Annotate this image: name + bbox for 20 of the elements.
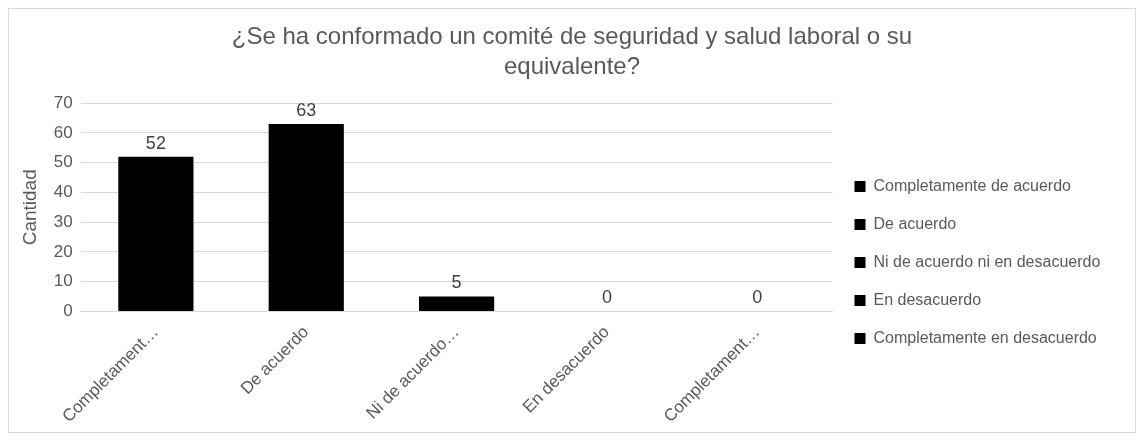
y-tick-label: 40 [53, 182, 73, 202]
y-axis-title: Cantidad [18, 169, 40, 246]
y-tick-label: 10 [53, 271, 73, 291]
data-label: 52 [145, 132, 166, 153]
chart-title: ¿Se ha conformado un comité de seguridad y salud laboral o su equivalente? [230, 21, 914, 81]
legend-label: Completamente en desacuerdo [873, 328, 1097, 346]
legend-label: Completamente de acuerdo [873, 176, 1072, 194]
data-label: 63 [296, 99, 317, 120]
legend-label: De acuerdo [873, 214, 957, 232]
data-label: 0 [752, 287, 763, 308]
y-tick-label: 50 [53, 152, 73, 172]
y-tick-label: 70 [53, 92, 73, 112]
legend-label: En desacuerdo [873, 290, 982, 308]
y-tick-label: 20 [53, 241, 73, 261]
y-tick-label: 60 [53, 122, 73, 142]
data-label: 5 [451, 272, 462, 293]
y-tick-label: 0 [63, 301, 73, 321]
y-tick-label: 30 [53, 211, 73, 231]
legend-label: Ni de acuerdo ni en desacuerdo [873, 252, 1101, 270]
data-label: 0 [601, 287, 612, 308]
